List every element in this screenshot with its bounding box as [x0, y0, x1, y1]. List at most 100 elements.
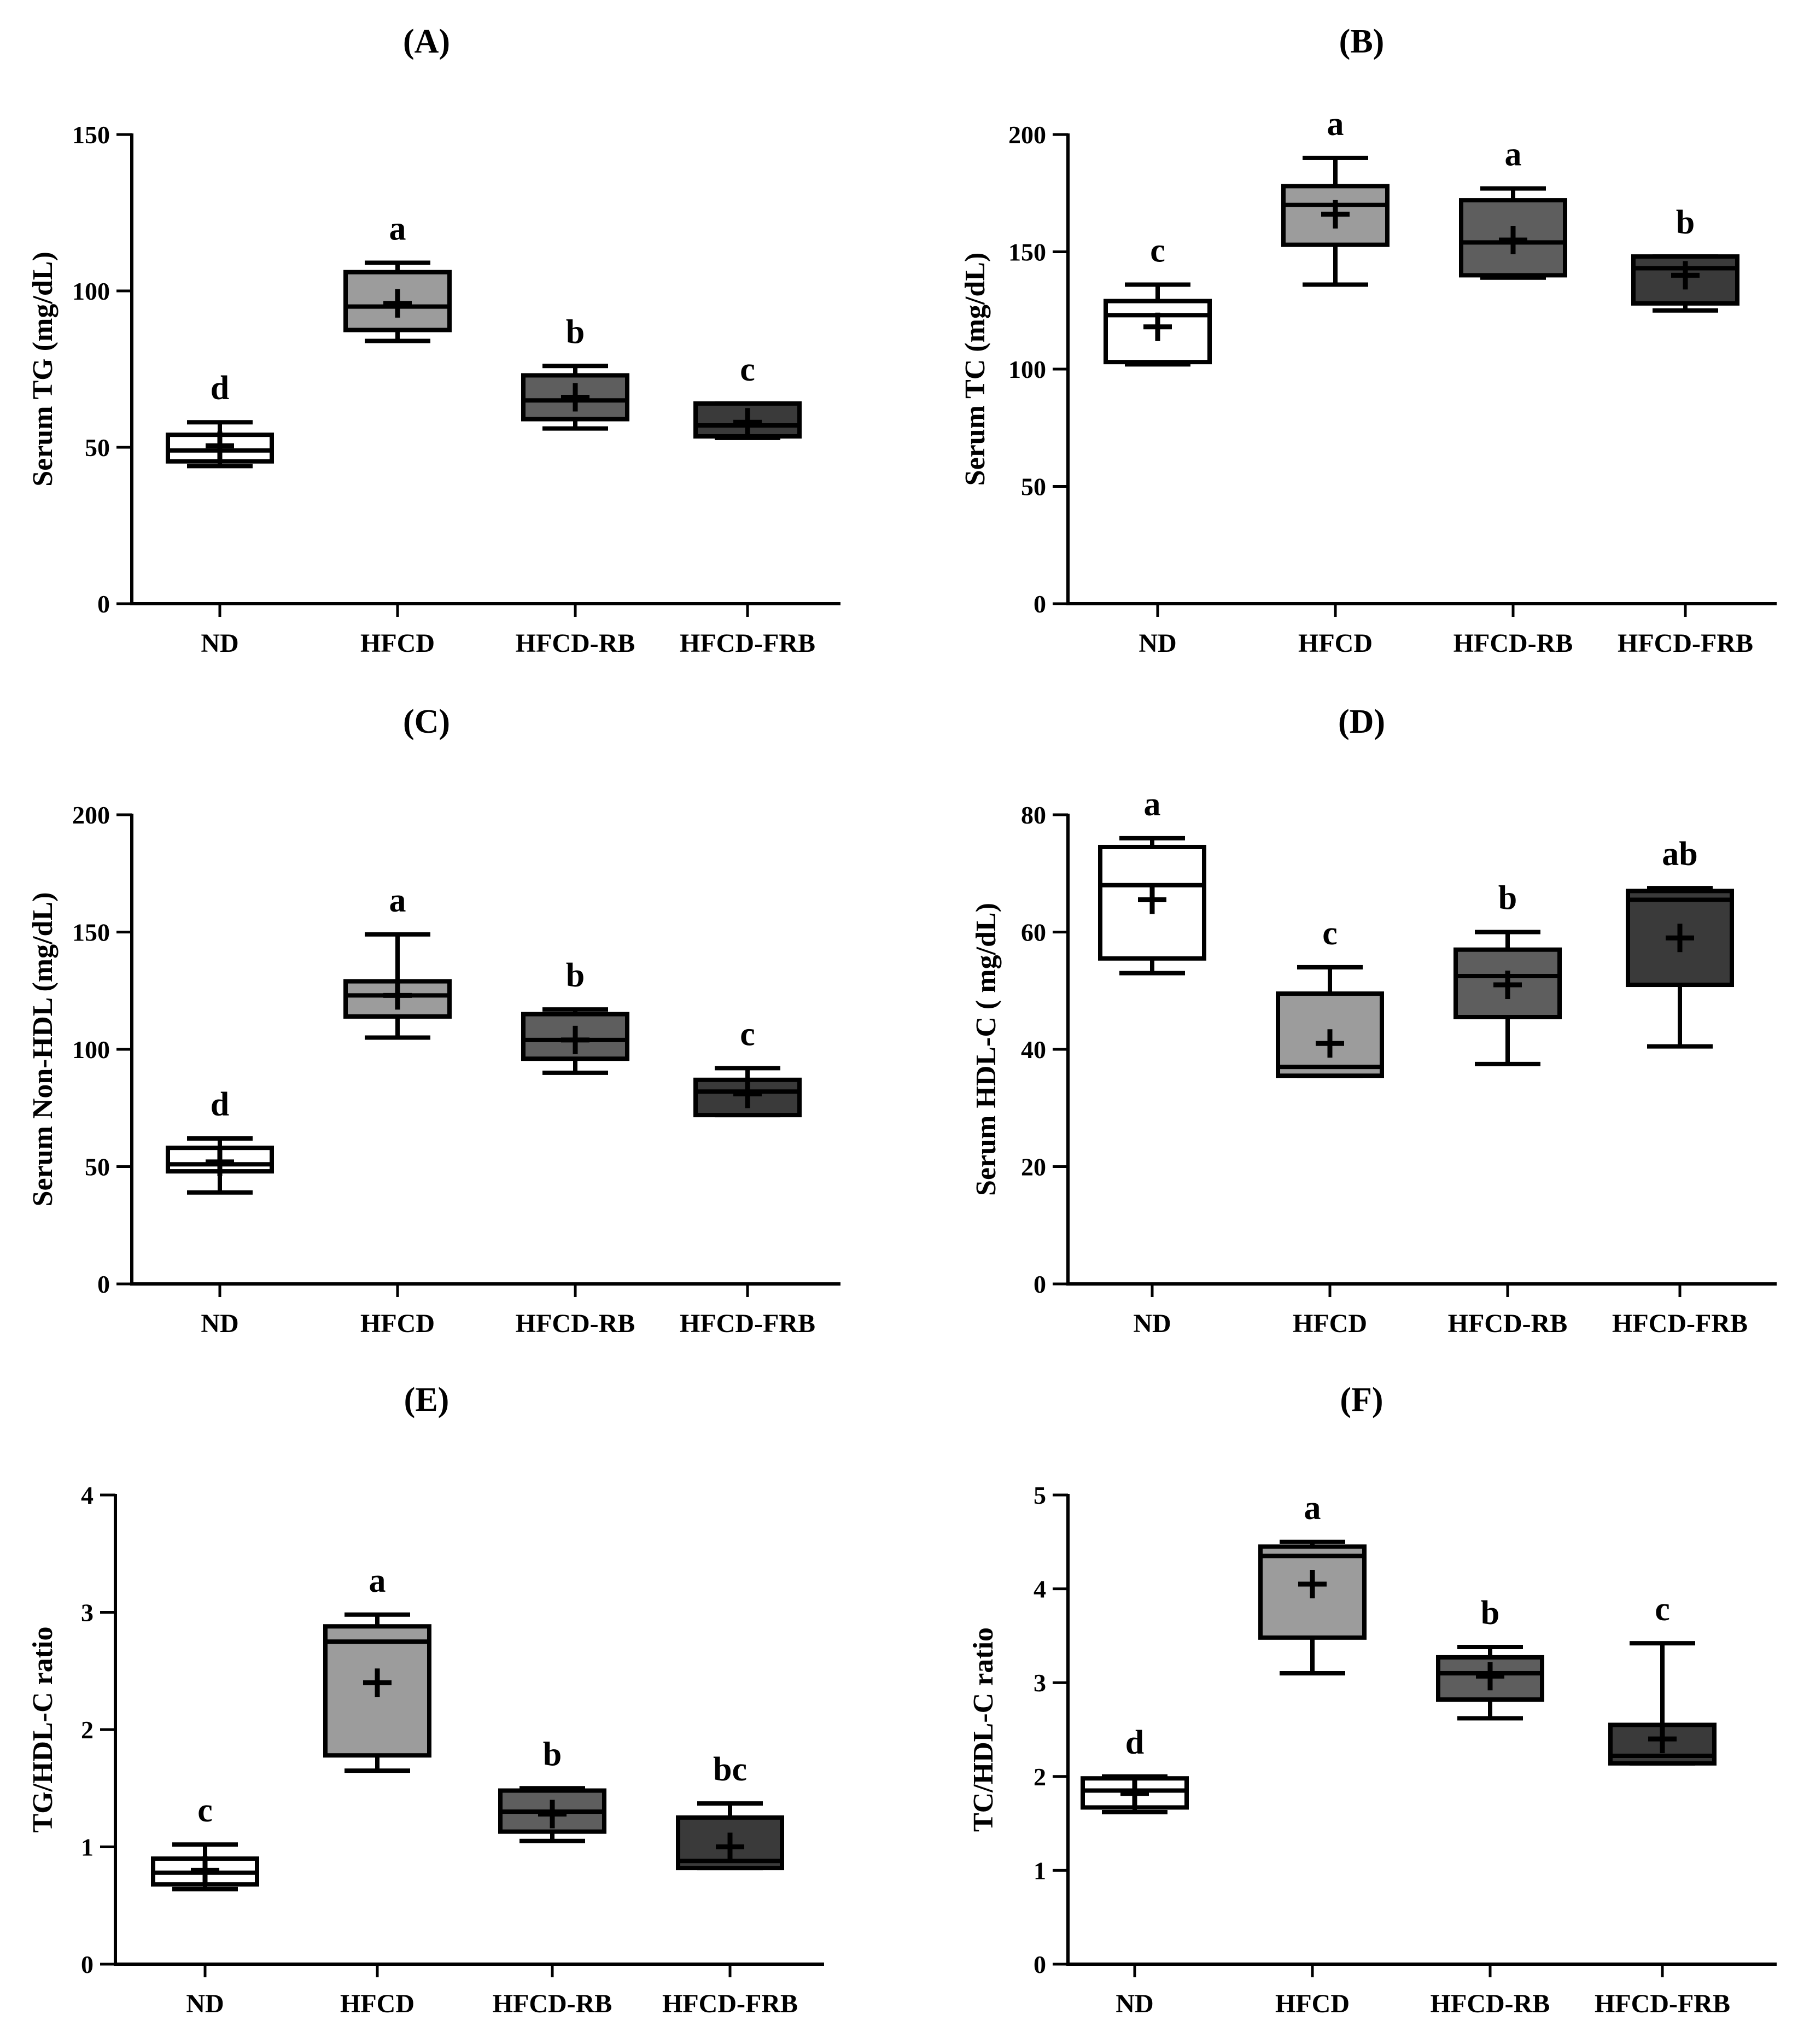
y-tick-label: 150 [1008, 238, 1046, 266]
x-tick-label: ND [201, 629, 238, 658]
x-tick-label: HFCD [360, 1309, 435, 1338]
y-tick-label: 100 [72, 1036, 110, 1064]
significance-label: d [211, 370, 229, 407]
y-tick-label: 50 [85, 1153, 110, 1181]
y-tick-label: 0 [81, 1950, 94, 1978]
significance-label: c [1150, 232, 1165, 270]
y-tick-label: 150 [72, 919, 110, 947]
y-tick-label: 0 [1034, 590, 1046, 618]
significance-label: d [1125, 1724, 1144, 1761]
y-axis-label: TC/HDL-C ratio [968, 1627, 999, 1832]
y-tick-label: 60 [1021, 919, 1046, 947]
y-axis-label: Serum TC (mg/dL) [960, 253, 991, 486]
chart-title: (B) [1339, 23, 1385, 60]
x-tick-label: HFCD-FRB [1618, 629, 1753, 658]
y-tick-label: 2 [81, 1716, 94, 1744]
significance-label: c [1322, 915, 1338, 952]
x-tick-label: HFCD-FRB [1595, 1989, 1730, 2018]
x-tick-label: HFCD-RB [1453, 629, 1573, 658]
significance-label: b [1498, 880, 1517, 917]
x-tick-label: HFCD-RB [1431, 1989, 1550, 2018]
chart-panel-d: (D) 0 20 40 60 80 Serum HDL-C ( mg/dL) ND a HFCD c… [971, 703, 1777, 1338]
significance-label: b [566, 957, 585, 994]
y-axis-label: Serum HDL-C ( mg/dL) [971, 903, 1002, 1196]
significance-label: bc [713, 1751, 747, 1788]
box-iqr [1098, 844, 1206, 961]
x-tick-label: HFCD [1298, 629, 1373, 658]
x-tick-label: HFCD-FRB [680, 629, 815, 658]
significance-label: a [1144, 786, 1161, 823]
y-tick-label: 50 [1021, 473, 1046, 501]
x-tick-label: HFCD-FRB [1612, 1309, 1748, 1338]
y-tick-label: 100 [1008, 355, 1046, 383]
y-tick-label: 0 [1034, 1270, 1046, 1298]
y-tick-label: 0 [1034, 1950, 1046, 1978]
y-tick-label: 200 [72, 801, 110, 829]
chart-panel-c: (C) 0 50 100 150 200 Serum Non-HDL (mg/dL) ND d H… [27, 703, 840, 1338]
significance-label: b [1676, 204, 1695, 241]
box-iqr [1459, 198, 1567, 278]
y-tick-label: 0 [97, 1270, 110, 1298]
y-axis-label: Serum TG (mg/dL) [27, 252, 59, 487]
chart-panel-f: (F) 0 1 2 3 4 5 TC/HDL-C ratio ND d HFCD a HFCD-RB b H… [968, 1381, 1777, 2018]
y-tick-label: 1 [1034, 1856, 1046, 1884]
significance-label: c [197, 1792, 213, 1829]
significance-label: a [1505, 136, 1522, 173]
significance-label: a [369, 1562, 386, 1599]
y-tick-label: 150 [72, 121, 110, 149]
significance-label: a [389, 882, 406, 919]
x-tick-label: HFCD [360, 629, 435, 658]
y-tick-label: 1 [81, 1833, 94, 1861]
significance-label: ab [1662, 836, 1697, 873]
y-axis-label: Serum Non-HDL (mg/dL) [27, 892, 59, 1207]
y-tick-label: 4 [1034, 1575, 1046, 1603]
chart-panel-b: (B) 0 50 100 150 200 Serum TC (mg/dL) ND c HFCD a H… [960, 23, 1777, 658]
x-tick-label: HFCD-RB [516, 629, 635, 658]
chart-title: (A) [403, 23, 450, 60]
x-tick-label: HFCD [340, 1989, 415, 2018]
x-tick-label: HFCD-RB [516, 1309, 635, 1338]
x-tick-label: ND [1133, 1309, 1171, 1338]
chart-title: (E) [404, 1381, 450, 1418]
y-tick-label: 50 [85, 434, 110, 462]
y-tick-label: 40 [1021, 1036, 1046, 1064]
chart-panel-e: (E) 0 1 2 3 4 TG/HDL-C ratio ND c HFCD a HFCD-RB b HF… [27, 1381, 824, 2018]
y-tick-label: 3 [81, 1599, 94, 1627]
y-tick-label: 2 [1034, 1763, 1046, 1791]
x-tick-label: HFCD [1293, 1309, 1367, 1338]
x-tick-label: ND [201, 1309, 238, 1338]
y-tick-label: 4 [81, 1481, 94, 1509]
chart-title: (D) [1338, 703, 1385, 740]
y-axis-label: TG/HDL-C ratio [27, 1627, 59, 1833]
y-tick-label: 5 [1034, 1481, 1046, 1509]
significance-label: c [1655, 1591, 1670, 1628]
x-tick-label: ND [186, 1989, 224, 2018]
y-tick-label: 100 [72, 277, 110, 305]
chart-title: (C) [403, 703, 450, 740]
y-tick-label: 80 [1021, 801, 1046, 829]
y-tick-label: 0 [97, 590, 110, 618]
significance-label: a [1327, 106, 1344, 143]
x-tick-label: HFCD-RB [493, 1989, 612, 2018]
y-tick-label: 20 [1021, 1153, 1046, 1181]
x-tick-label: HFCD-FRB [680, 1309, 815, 1338]
x-tick-label: HFCD [1275, 1989, 1350, 2018]
significance-label: c [740, 351, 755, 388]
x-tick-label: HFCD-RB [1448, 1309, 1568, 1338]
significance-label: b [1481, 1595, 1499, 1632]
significance-label: a [1304, 1490, 1321, 1527]
significance-label: a [389, 211, 406, 248]
chart-title: (F) [1340, 1381, 1383, 1418]
chart-panel-a: (A) 0 50 100 150 Serum TG (mg/dL) ND d HFCD a HFCD… [27, 23, 840, 658]
significance-label: c [740, 1015, 755, 1053]
significance-label: b [543, 1736, 562, 1773]
significance-label: b [566, 313, 585, 351]
y-tick-label: 3 [1034, 1669, 1046, 1697]
significance-label: d [211, 1086, 229, 1123]
x-tick-label: HFCD-FRB [662, 1989, 798, 2018]
x-tick-label: ND [1139, 629, 1176, 658]
x-tick-label: ND [1116, 1989, 1153, 2018]
box-iqr [1281, 184, 1390, 247]
y-tick-label: 200 [1008, 121, 1046, 149]
